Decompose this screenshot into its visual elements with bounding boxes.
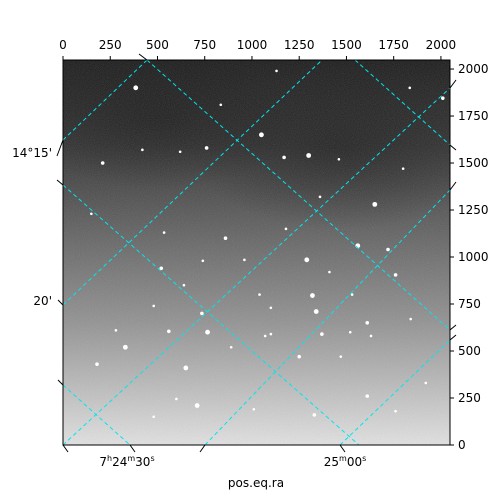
star (141, 148, 144, 152)
star (204, 146, 209, 150)
x-tick-label: 2000 (426, 38, 457, 52)
y-tick-label: 1250 (458, 203, 489, 217)
grid-line (63, 184, 360, 445)
y-tick-label: 1750 (458, 109, 489, 123)
coordinate-grid (63, 60, 450, 445)
star (297, 354, 302, 359)
star (365, 394, 370, 398)
star (408, 86, 412, 90)
y-tick-label: 750 (458, 297, 481, 311)
grid-line (63, 60, 323, 306)
grid-line (63, 384, 131, 445)
grid-line (204, 189, 450, 445)
star (310, 293, 315, 298)
star (284, 227, 288, 231)
star (252, 407, 256, 411)
star (100, 161, 105, 165)
star (339, 355, 343, 358)
star (441, 96, 445, 100)
star (183, 365, 189, 371)
star (200, 311, 204, 316)
star (152, 304, 156, 308)
plot-frame (62, 59, 451, 446)
world-axis-ticks (56, 53, 457, 453)
x-tick-label: 1000 (237, 38, 268, 52)
star (152, 415, 156, 419)
star (194, 403, 200, 408)
star (365, 321, 370, 325)
x-axis-label: pos.eq.ra (228, 476, 284, 490)
star (90, 212, 93, 216)
dec-tick-label: 20' (33, 294, 52, 308)
star (348, 330, 352, 334)
star (275, 69, 278, 73)
x-tick-label: 500 (146, 38, 169, 52)
x-tick-label: 0 (59, 38, 67, 52)
star (178, 150, 182, 154)
star (182, 283, 186, 287)
star (133, 85, 139, 91)
star (219, 103, 223, 107)
star (424, 381, 428, 385)
star (306, 153, 312, 158)
y-pixel-axis: 0 250 500 750 1000 1250 1500 1750 2000 (450, 62, 489, 452)
y-tick-label: 250 (458, 391, 481, 405)
star (263, 334, 267, 338)
dec-tick-label: 14°15' (12, 146, 52, 160)
star (394, 409, 397, 413)
star (269, 306, 273, 310)
grid-line (146, 60, 450, 331)
sky-image (63, 60, 450, 445)
y-tick-label: 1500 (458, 156, 489, 170)
star (201, 259, 205, 263)
star (95, 362, 99, 366)
star (372, 201, 378, 207)
star (162, 231, 166, 234)
star (304, 257, 310, 263)
star (229, 345, 233, 349)
star (258, 293, 261, 296)
y-tick-label: 2000 (458, 62, 489, 76)
ra-tick-label: 25m00s (324, 454, 367, 469)
star (312, 413, 317, 417)
x-tick-label: 750 (193, 38, 216, 52)
star (318, 195, 322, 199)
x-tick-label: 1250 (284, 38, 315, 52)
star (401, 167, 405, 170)
star (409, 317, 412, 321)
x-tick-label: 250 (99, 38, 122, 52)
grid-line (339, 339, 450, 445)
star (320, 332, 324, 336)
star (269, 332, 273, 336)
grid-line (63, 60, 148, 141)
star (350, 293, 354, 296)
star (313, 309, 319, 314)
star-field (90, 69, 445, 419)
star (114, 329, 118, 332)
star (159, 266, 164, 271)
x-tick-label: 1750 (378, 38, 409, 52)
star (386, 247, 390, 252)
star (282, 155, 286, 160)
star (369, 334, 373, 338)
grid-line (354, 60, 450, 146)
y-tick-label: 500 (458, 344, 481, 358)
star (393, 273, 398, 277)
grid-line (63, 87, 450, 445)
x-pixel-axis: 0 250 500 750 1000 1250 1500 1750 2000 (59, 38, 456, 60)
star (328, 270, 331, 274)
star (337, 157, 341, 161)
y-tick-label: 0 (458, 438, 466, 452)
ra-tick-label: 7h24m30s (99, 454, 154, 469)
star (223, 236, 228, 241)
star (122, 344, 128, 350)
star (175, 397, 178, 401)
star (243, 258, 246, 262)
star (167, 329, 171, 334)
star (205, 329, 210, 335)
star (259, 132, 264, 138)
y-tick-label: 1000 (458, 250, 489, 264)
x-tick-label: 1500 (331, 38, 362, 52)
